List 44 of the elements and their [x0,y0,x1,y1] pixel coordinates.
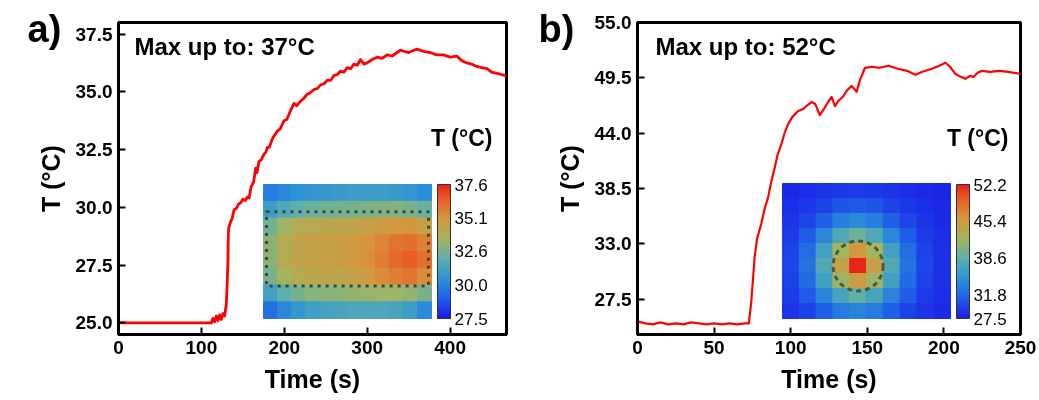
y-tick-label: 49.5 [594,67,632,89]
y-tick-label: 25.0 [75,312,113,334]
color-bar-label: 31.8 [973,286,1007,306]
line-series [637,61,1021,326]
x-tick-label: 400 [434,336,466,358]
y-tick-label: 30.0 [75,196,113,218]
y-tick-label: 33.0 [594,233,632,255]
y-axis-title: T (°C) [555,145,584,212]
x-tick-label: 50 [703,336,725,358]
color-bar-label: 45.4 [973,212,1007,232]
color-bar-title: T (°C) [946,124,1009,151]
x-tick-label: 0 [113,336,124,358]
y-tick-label: 32.5 [75,139,113,161]
x-tick-label: 100 [774,336,807,358]
annotation: Max up to: 37°C [134,32,315,60]
color-bar-label: 27.5 [454,309,488,329]
x-axis-title: Time (s) [781,364,877,393]
x-tick-label: 150 [851,336,884,358]
chart-title: a) [27,7,62,50]
x-axis-title: Time (s) [264,364,361,393]
annotation: Max up to: 52°C [655,32,836,60]
y-tick-label: 35.0 [75,81,113,103]
x-tick-label: 200 [928,336,960,358]
color-bar-label: 32.6 [454,241,488,261]
color-bar-label: 30.0 [454,276,488,296]
y-axis-title: T (°C) [36,145,65,212]
y-tick-label: 27.5 [75,254,113,276]
color-bar-title: T (°C) [430,124,493,151]
x-tick-label: 200 [268,336,301,358]
color-bar-label: 35.1 [454,208,488,228]
x-tick-label: 300 [351,336,384,358]
color-bar-label: 52.2 [973,175,1007,195]
chart-title: b) [538,7,575,50]
y-tick-label: 37.5 [75,23,113,45]
color-bar-label: 27.5 [973,309,1007,329]
y-tick-label: 44.0 [594,122,632,144]
y-tick-label: 38.5 [594,178,632,200]
y-tick-label: 27.5 [594,288,632,310]
x-tick-label: 100 [185,336,218,358]
x-tick-label: 250 [1004,336,1037,358]
color-bar-label: 38.6 [973,249,1007,269]
y-tick-label: 55.0 [594,12,632,33]
color-bar-label: 37.6 [454,175,488,195]
x-tick-label: 0 [632,336,643,358]
